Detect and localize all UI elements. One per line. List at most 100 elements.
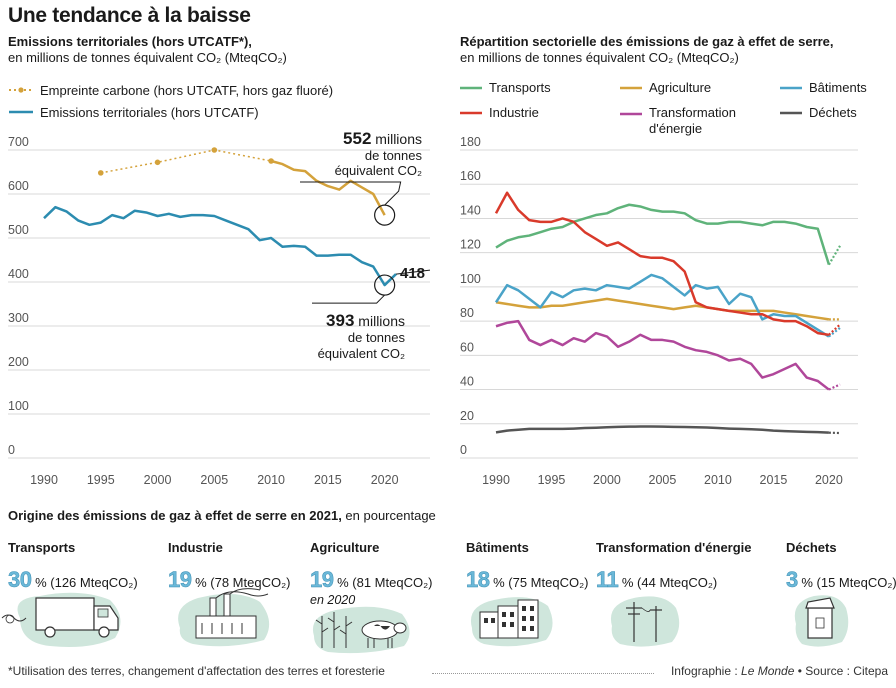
series-line-industrie xyxy=(494,191,830,337)
x-tick-label: 1995 xyxy=(538,473,566,487)
sector-dechets: Déchets 3 % (15 MteqCO₂) xyxy=(786,540,896,593)
left-grid: 0 100 200 300 400 500 600 700 1990 1995 2000 2005 20… xyxy=(8,135,430,487)
x-tick-label: 2010 xyxy=(257,473,285,487)
legend-label: Empreinte carbone (hors UTCATF, hors gaz… xyxy=(40,82,334,98)
right-chart-subtitle: en millions de tonnes équivalent CO₂ (Mt… xyxy=(460,50,739,65)
legend-item-transports: Transports xyxy=(460,80,551,95)
data-point-empreinte xyxy=(97,170,104,176)
sector-pct-detail: % (81 MteqCO₂) xyxy=(333,575,433,590)
right-grid: 0 20 40 60 80 100 120 140 160 180 1990 1995 2000 2005… xyxy=(460,135,858,487)
y-tick-label: 400 xyxy=(8,267,29,281)
y-tick-label: 40 xyxy=(460,375,474,389)
sector-pct-detail: % (44 MteqCO₂) xyxy=(618,575,718,590)
legend-label: Déchets xyxy=(809,105,857,120)
right-chart: 0 20 40 60 80 100 120 140 160 180 1990 1995 2000 2005… xyxy=(460,135,858,487)
series-projection-transports xyxy=(827,245,841,266)
sector-name: Transformation d'énergie xyxy=(596,540,752,555)
origin-title-suffix: en pourcentage xyxy=(341,508,436,523)
annot-top-line3: équivalent CO₂ xyxy=(335,163,422,178)
agriculture-icon xyxy=(312,606,410,654)
left-series xyxy=(43,147,397,287)
legend-label-line2: d'énergie xyxy=(649,121,703,136)
y-tick-label: 120 xyxy=(460,238,481,252)
right-chart-header: Répartition sectorielle des émissions de… xyxy=(460,34,834,66)
sector-note: en 2020 xyxy=(310,593,356,607)
legend-item-transformation: Transformation d'énergie xyxy=(620,105,736,137)
y-tick-label: 300 xyxy=(8,311,29,325)
sector-agriculture: Agriculture 19 % (81 MteqCO₂) en 2020 xyxy=(310,540,433,607)
y-tick-label: 80 xyxy=(460,306,474,320)
left-annotations: 552 millions de tonnes équivalent CO₂ 39… xyxy=(300,130,431,361)
y-tick-label: 500 xyxy=(8,223,29,237)
sector-pct: 11 % (44 MteqCO₂) xyxy=(596,567,752,593)
y-tick-label: 140 xyxy=(460,203,481,217)
legend-swatch-solid xyxy=(9,110,33,114)
legend-label: Bâtiments xyxy=(809,80,867,95)
sector-pct: 19 % (78 MteqCO₂) xyxy=(168,567,291,593)
y-tick-label: 0 xyxy=(8,443,15,457)
series-line-transformation-d-energie xyxy=(495,319,830,391)
annot-end-label: 418 xyxy=(400,265,425,282)
x-tick-label: 2005 xyxy=(649,473,677,487)
power-pylon-icon xyxy=(610,596,680,647)
sector-pct: 18 % (75 MteqCO₂) xyxy=(466,567,589,593)
x-tick-label: 2000 xyxy=(144,473,172,487)
y-tick-label: 600 xyxy=(8,179,29,193)
x-tick-label: 2015 xyxy=(314,473,342,487)
trash-bin-icon xyxy=(794,595,849,647)
legend-label: Industrie xyxy=(489,105,539,120)
legend-item-agriculture: Agriculture xyxy=(620,80,711,95)
y-tick-label: 60 xyxy=(460,340,474,354)
annot-top-text: 552 millions xyxy=(343,130,422,148)
annot-bottom-line2: de tonnes xyxy=(348,330,406,345)
legend-swatch xyxy=(780,86,802,89)
sector-pct: 3 % (15 MteqCO₂) xyxy=(786,567,896,593)
left-chart: 0 100 200 300 400 500 600 700 1990 1995 2000 2005 20… xyxy=(8,130,431,487)
legend-item-territoriales: Emissions territoriales (hors UTCATF) xyxy=(8,102,333,122)
sector-name: Déchets xyxy=(786,540,837,555)
legend-label: Agriculture xyxy=(649,80,712,95)
sector-batiments: Bâtiments 18 % (75 MteqCO₂) xyxy=(466,540,589,593)
legend-swatch xyxy=(780,111,802,114)
legend-label: Emissions territoriales (hors UTCATF) xyxy=(40,104,259,120)
truck-icon xyxy=(1,592,121,647)
sector-pct-value: 30 xyxy=(8,567,33,593)
sector-name: Transports xyxy=(8,540,76,555)
left-legend: Empreinte carbone (hors UTCATF, hors gaz… xyxy=(8,80,333,122)
sector-transformation: Transformation d'énergie 11 % (44 MteqCO… xyxy=(596,540,752,593)
x-tick-label: 2015 xyxy=(760,473,788,487)
footer-divider xyxy=(432,673,654,674)
y-tick-label: 700 xyxy=(8,135,29,149)
series-line-agriculture xyxy=(495,297,830,321)
y-tick-label: 100 xyxy=(460,272,481,286)
footer-credit-suffix: • Source : Citepa xyxy=(794,664,888,678)
y-tick-label: 100 xyxy=(8,399,29,413)
sector-pct-value: 19 xyxy=(168,567,193,593)
factory-icon xyxy=(178,588,270,647)
sector-pct-detail: % (78 MteqCO₂) xyxy=(191,575,291,590)
sector-pct-value: 3 xyxy=(786,567,799,593)
legend-item-dechets: Déchets xyxy=(780,105,857,120)
x-tick-label: 2020 xyxy=(815,473,843,487)
sector-pct-value: 19 xyxy=(310,567,335,593)
footer-credit-prefix: Infographie : xyxy=(670,664,742,678)
sector-pct-value: 11 xyxy=(596,567,619,593)
y-tick-label: 20 xyxy=(460,409,474,423)
x-tick-label: 1990 xyxy=(30,473,58,487)
right-legend: Transports Agriculture Bâtiments Industr… xyxy=(460,80,890,140)
series-line-empreinte xyxy=(270,159,386,216)
origin-title-bold: Origine des émissions de gaz à effet de … xyxy=(8,508,342,523)
series-line-dechets xyxy=(495,425,829,434)
x-tick-label: 2010 xyxy=(704,473,732,487)
annot-bottom-text: 393 millions xyxy=(326,311,405,330)
sector-pct: 19 % (81 MteqCO₂) xyxy=(310,567,433,593)
y-tick-label: 0 xyxy=(460,443,467,457)
left-chart-subtitle: en millions de tonnes équivalent CO₂ (Mt… xyxy=(8,50,287,65)
series-line-batiments xyxy=(494,273,830,338)
left-chart-title: Emissions territoriales (hors UTCATF*), xyxy=(8,34,252,49)
footer-credit-paper: Le Monde xyxy=(741,664,795,678)
y-tick-label: 160 xyxy=(460,169,481,183)
sector-pct-value: 18 xyxy=(466,567,491,593)
series-projection-industrie xyxy=(828,323,841,336)
legend-swatch xyxy=(460,111,482,114)
